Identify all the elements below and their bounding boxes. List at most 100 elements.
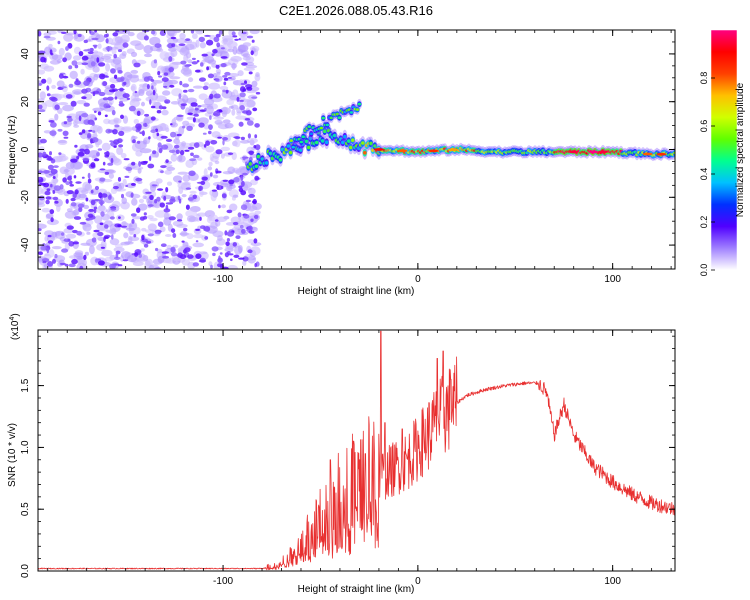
noise-blob	[92, 44, 98, 47]
noise-blob	[115, 252, 119, 259]
noise-blob	[76, 230, 83, 236]
noise-blob	[191, 57, 196, 61]
noise-blob	[143, 46, 149, 51]
noise-blob	[166, 30, 178, 33]
noise-blob	[143, 212, 147, 216]
noise-blob	[221, 204, 226, 209]
noise-blob	[155, 231, 161, 235]
noise-blob	[187, 59, 193, 64]
noise-blob	[39, 82, 42, 86]
noise-blob	[112, 56, 122, 65]
noise-blob	[109, 228, 115, 235]
noise-blob	[134, 90, 138, 94]
noise-blob	[138, 203, 148, 211]
noise-blob	[208, 161, 213, 167]
noise-blob	[197, 105, 202, 108]
ridge-segment	[286, 144, 291, 148]
noise-blob	[109, 238, 120, 246]
noise-blob	[226, 185, 233, 191]
noise-blob	[203, 123, 210, 130]
ridge-segment	[256, 154, 261, 159]
noise-blob	[235, 115, 247, 120]
noise-blob	[201, 176, 208, 181]
branch-segment	[321, 116, 326, 120]
noise-blob	[130, 85, 136, 91]
noise-blob	[233, 136, 241, 139]
noise-blob	[38, 170, 44, 174]
spectrogram-x-label: Height of straight line (km)	[298, 286, 415, 297]
noise-blob	[71, 60, 78, 66]
noise-blob	[87, 48, 91, 51]
noise-blob	[213, 116, 225, 120]
noise-blob	[57, 40, 61, 45]
noise-blob	[148, 136, 151, 140]
noise-blob	[49, 59, 61, 65]
noise-blob	[189, 41, 198, 50]
noise-blob	[68, 241, 75, 247]
noise-blob	[118, 182, 125, 190]
noise-blob	[50, 217, 54, 223]
noise-blob	[104, 75, 109, 78]
ridge-segment	[320, 139, 325, 143]
noise-blob	[142, 139, 148, 145]
spectrogram-y-label: Frequency (Hz)	[7, 116, 18, 185]
noise-blob	[212, 49, 218, 54]
noise-blob	[217, 136, 222, 139]
noise-blob	[114, 243, 123, 249]
noise-blob	[222, 119, 231, 124]
branch-segment	[291, 145, 296, 149]
noise-blob	[157, 188, 164, 191]
noise-blob	[97, 260, 105, 266]
noise-blob	[187, 88, 195, 93]
noise-blob	[68, 83, 74, 88]
noise-blob	[221, 193, 227, 199]
noise-blob	[160, 165, 167, 169]
noise-blob	[39, 91, 46, 100]
noise-blob	[65, 94, 73, 99]
noise-blob	[110, 207, 117, 211]
ridge-segment	[308, 136, 313, 141]
noise-blob	[104, 151, 109, 156]
noise-blob	[222, 89, 227, 93]
ridge-peak	[397, 149, 408, 153]
noise-blob	[179, 80, 183, 86]
colorbar-tick-label: 0.8	[699, 72, 709, 85]
noise-blob	[204, 236, 209, 240]
noise-blob	[130, 51, 138, 58]
noise-blob	[158, 105, 163, 110]
noise-blob	[120, 152, 127, 159]
noise-blob	[149, 194, 154, 201]
noise-blob	[92, 130, 96, 133]
noise-blob	[149, 217, 158, 222]
noise-blob	[165, 187, 169, 193]
noise-blob	[186, 125, 193, 131]
ridge-peak	[568, 150, 579, 154]
snr-scale-label: (x104)	[9, 313, 21, 340]
noise-blob	[158, 75, 163, 78]
noise-blob	[242, 172, 248, 176]
noise-blob	[152, 184, 158, 187]
noise-blob	[191, 61, 198, 65]
noise-blob	[195, 240, 199, 243]
branch-segment	[319, 126, 324, 130]
noise-blob	[222, 179, 229, 182]
noise-blob	[185, 38, 191, 41]
noise-blob	[145, 191, 152, 194]
noise-blob	[215, 33, 221, 38]
ridge-segment	[268, 151, 273, 156]
noise-blob	[88, 129, 93, 132]
branch-segment	[289, 139, 294, 142]
noise-blob	[104, 171, 110, 175]
noise-blob	[231, 196, 236, 201]
noise-blob	[117, 49, 123, 53]
noise-blob	[199, 189, 204, 197]
noise-blob	[238, 99, 245, 102]
noise-blob	[169, 76, 181, 80]
ridge-segment	[349, 145, 353, 150]
noise-blob	[81, 55, 89, 61]
noise-blob	[223, 81, 227, 86]
noise-blob	[242, 256, 249, 262]
noise-blob	[147, 204, 154, 207]
noise-blob	[72, 241, 80, 245]
noise-blob	[129, 75, 140, 83]
